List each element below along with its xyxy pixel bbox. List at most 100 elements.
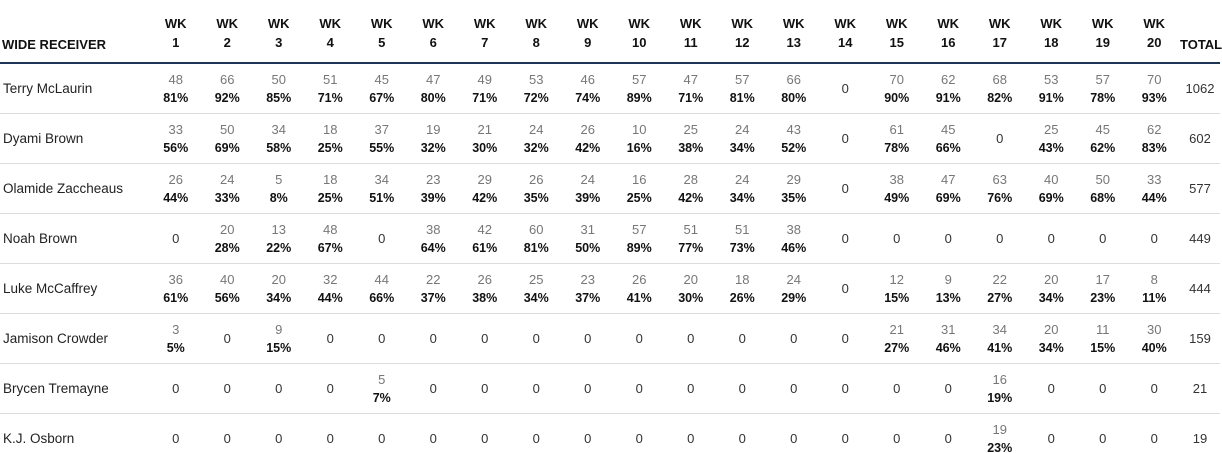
snap-count: 47 — [683, 71, 698, 87]
column-header-week-17[interactable]: WK 17 — [974, 0, 1026, 64]
snap-percentage: 35% — [781, 190, 807, 205]
snap-count: 25 — [683, 121, 698, 137]
snap-count: 0 — [841, 81, 849, 96]
week-cell: 0 — [974, 213, 1026, 264]
snap-count: 40 — [220, 271, 235, 287]
snap-percentage: 56% — [163, 140, 189, 155]
snap-percentage: 78% — [884, 140, 910, 155]
snap-percentage: 92% — [214, 90, 240, 105]
snap-count: 0 — [172, 381, 180, 396]
snap-count: 16 — [632, 171, 647, 187]
column-header-week-20[interactable]: WK 20 — [1128, 0, 1180, 64]
column-header-week-11[interactable]: WK 11 — [665, 0, 717, 64]
column-header-week-6[interactable]: WK 6 — [407, 0, 459, 64]
snap-percentage: 81% — [523, 240, 549, 255]
week-cell: 0 — [253, 363, 305, 414]
snap-count: 0 — [1047, 231, 1055, 246]
week-number: 13 — [786, 35, 801, 50]
snap-percentage: 44% — [317, 290, 343, 305]
week-cell: 0 — [1077, 213, 1129, 264]
snap-count: 0 — [172, 231, 180, 246]
week-cell: 62 83% — [1128, 113, 1180, 164]
week-label: WK — [216, 16, 239, 31]
week-cell: 20 34% — [1025, 263, 1077, 314]
snap-count: 0 — [996, 231, 1004, 246]
week-label: WK — [370, 16, 393, 31]
column-header-week-5[interactable]: WK 5 — [356, 0, 408, 64]
week-cell: 0 — [150, 363, 202, 414]
week-cell: 22 27% — [974, 263, 1026, 314]
week-cell: 0 — [665, 363, 717, 414]
snap-count: 20 — [1044, 271, 1059, 287]
week-cell: 20 34% — [253, 263, 305, 314]
snap-percentage: 42% — [472, 190, 498, 205]
snap-count: 0 — [429, 331, 437, 346]
week-cell: 33 56% — [150, 113, 202, 164]
snap-percentage: 25% — [317, 190, 343, 205]
week-cell: 45 66% — [922, 113, 974, 164]
snap-percentage: 41% — [626, 290, 652, 305]
snap-count: 0 — [996, 131, 1004, 146]
column-header-week-9[interactable]: WK 9 — [562, 0, 614, 64]
snap-count: 57 — [1095, 71, 1110, 87]
week-number: 12 — [735, 35, 750, 50]
column-header-week-2[interactable]: WK 2 — [201, 0, 253, 64]
snap-percentage: 85% — [266, 90, 292, 105]
snap-count: 0 — [687, 381, 695, 396]
column-header-week-10[interactable]: WK 10 — [613, 0, 665, 64]
column-header-week-13[interactable]: WK 13 — [768, 0, 820, 64]
column-header-week-7[interactable]: WK 7 — [459, 0, 511, 64]
snap-count: 34 — [992, 321, 1007, 337]
total-snaps: 577 — [1180, 163, 1220, 214]
week-cell: 0 — [562, 414, 614, 453]
column-header-week-16[interactable]: WK 16 — [922, 0, 974, 64]
week-cell: 0 — [459, 313, 511, 364]
week-cell: 70 90% — [871, 63, 923, 114]
snap-count: 0 — [944, 431, 952, 446]
column-header-week-3[interactable]: WK 3 — [253, 0, 305, 64]
snap-count: 53 — [529, 71, 544, 87]
table-row: Luke McCaffrey 36 61% 40 56% 20 34% 32 44% 44 66% 2… — [0, 263, 1220, 314]
snap-count: 0 — [1150, 381, 1158, 396]
week-cell: 0 — [819, 63, 871, 114]
column-header-week-8[interactable]: WK 8 — [510, 0, 562, 64]
week-cell: 63 76% — [974, 163, 1026, 214]
snap-count: 51 — [683, 221, 698, 237]
snap-count: 16 — [992, 371, 1007, 387]
table-row: Dyami Brown 33 56% 50 69% 34 58% 18 25% 37 55% 19 32… — [0, 113, 1220, 164]
week-cell: 40 69% — [1025, 163, 1077, 214]
week-label: WK — [473, 16, 496, 31]
snap-count: 29 — [786, 171, 801, 187]
week-cell: 34 41% — [974, 313, 1026, 364]
snap-percentage: 69% — [935, 190, 961, 205]
week-cell: 0 — [819, 313, 871, 364]
column-header-player[interactable]: WIDE RECEIVER — [0, 0, 150, 64]
week-cell: 51 77% — [665, 213, 717, 264]
snap-count: 21 — [477, 121, 492, 137]
week-label: WK — [782, 16, 805, 31]
week-cell: 20 34% — [1025, 313, 1077, 364]
snap-percentage: 23% — [1090, 290, 1116, 305]
player-name: Olamide Zaccheaus — [0, 163, 150, 214]
week-cell: 43 52% — [768, 113, 820, 164]
week-cell: 0 — [356, 213, 408, 264]
week-number: 20 — [1147, 35, 1162, 50]
snap-percentage: 23% — [987, 440, 1013, 453]
week-cell: 8 11% — [1128, 263, 1180, 314]
column-header-week-18[interactable]: WK 18 — [1025, 0, 1077, 64]
week-cell: 0 — [1077, 414, 1129, 453]
column-header-week-4[interactable]: WK 4 — [304, 0, 356, 64]
snap-count: 21 — [889, 321, 904, 337]
snap-percentage: 71% — [678, 90, 704, 105]
column-header-week-15[interactable]: WK 15 — [871, 0, 923, 64]
week-cell: 0 — [1128, 213, 1180, 264]
column-header-week-1[interactable]: WK 1 — [150, 0, 202, 64]
snap-count: 57 — [632, 71, 647, 87]
column-header-week-14[interactable]: WK 14 — [819, 0, 871, 64]
snap-count: 0 — [841, 381, 849, 396]
column-header-total[interactable]: TOTAL — [1180, 0, 1222, 64]
snap-percentage: 61% — [472, 240, 498, 255]
column-header-week-19[interactable]: WK 19 — [1077, 0, 1129, 64]
week-cell: 0 — [716, 363, 768, 414]
column-header-week-12[interactable]: WK 12 — [716, 0, 768, 64]
